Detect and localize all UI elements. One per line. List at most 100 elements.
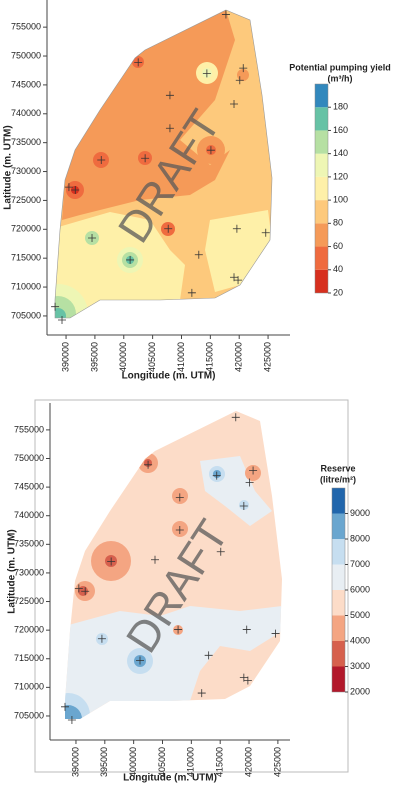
panel-frame	[34, 399, 349, 773]
x-tick-label: 395000	[99, 747, 109, 777]
well-marker	[71, 186, 80, 195]
colorbar-tick-label: 160	[333, 125, 348, 135]
colorbar-tick-label: 60	[333, 241, 343, 251]
well-marker	[242, 625, 251, 634]
legend-title: Potential pumping yield	[289, 62, 391, 72]
colorbar-tick-label: 3000	[350, 661, 370, 671]
well-marker	[151, 555, 159, 564]
colorbar-tick-label: 100	[333, 194, 348, 204]
well-marker	[67, 715, 76, 724]
well-marker	[187, 288, 196, 297]
y-tick-label: 745000	[14, 481, 44, 491]
well-marker	[206, 146, 215, 155]
colorbar-tick-label: 80	[333, 218, 343, 228]
well-marker	[126, 255, 135, 264]
y-tick-label: 720000	[11, 224, 41, 234]
colorbar-segment	[332, 539, 345, 565]
colorbar-segment	[315, 84, 328, 108]
well-marker	[165, 124, 174, 133]
well-marker	[51, 302, 60, 311]
colorbar-segment	[332, 488, 345, 514]
colorbar-tick-label: 180	[333, 102, 348, 112]
well-marker	[230, 99, 239, 108]
well-marker	[204, 651, 213, 660]
y-tick-label: 740000	[14, 510, 44, 520]
x-tick-label: 400000	[128, 747, 138, 777]
y-tick-label: 725000	[14, 596, 44, 606]
well-marker	[97, 634, 106, 643]
well-marker	[175, 526, 184, 535]
y-tick-label: 730000	[11, 166, 41, 176]
legend-title: Reserve	[320, 463, 355, 473]
x-tick-label: 425000	[272, 747, 282, 777]
colorbar-tick-label: 20	[333, 287, 343, 297]
well-marker	[239, 64, 248, 73]
well-marker	[74, 584, 83, 593]
well-marker	[231, 413, 240, 422]
well-marker	[144, 460, 153, 469]
colorbar-tick-label: 4000	[350, 635, 370, 645]
colorbar-segment	[332, 615, 345, 641]
x-tick-label: 395000	[89, 342, 99, 372]
well-marker	[194, 250, 203, 259]
well-marker	[136, 656, 144, 665]
x-tick-label: 405000	[157, 747, 167, 777]
colorbar-tick-label: 120	[333, 171, 348, 181]
x-axis-label: Longitude (m. UTM)	[122, 371, 216, 382]
colorbar-segment	[315, 269, 328, 293]
y-tick-label: 710000	[11, 281, 41, 291]
well-marker	[239, 673, 248, 682]
x-tick-label: 390000	[70, 747, 80, 777]
well-marker	[239, 501, 248, 510]
legend-title: (litre/m²)	[320, 474, 356, 484]
well-marker	[61, 702, 69, 711]
y-tick-label: 755000	[11, 22, 41, 32]
y-tick-label: 750000	[11, 50, 41, 60]
x-tick-label: 415000	[215, 747, 225, 777]
x-tick-label: 410000	[176, 342, 186, 372]
colorbar-segment	[332, 564, 345, 590]
well-marker	[175, 493, 184, 502]
x-tick-label: 425000	[262, 342, 272, 372]
colorbar-segment	[332, 666, 345, 692]
well-marker	[58, 315, 67, 324]
well-marker	[235, 76, 244, 85]
y-tick-label: 715000	[11, 253, 41, 263]
well-marker	[174, 625, 183, 634]
y-tick-label: 715000	[14, 653, 44, 663]
well-marker	[81, 587, 90, 596]
x-tick-label: 405000	[147, 342, 157, 372]
y-tick-label: 705000	[14, 710, 44, 720]
colorbar-segment	[332, 641, 345, 667]
colorbar-segment	[315, 223, 328, 247]
well-marker	[164, 224, 173, 233]
well-marker	[221, 10, 230, 19]
y-axis-label: Latitude (m. UTM)	[3, 125, 14, 209]
x-tick-label: 410000	[186, 747, 196, 777]
y-tick-label: 730000	[14, 567, 44, 577]
y-tick-label: 735000	[11, 137, 41, 147]
well-marker	[88, 233, 97, 242]
colorbar-segment	[332, 513, 345, 539]
surface	[55, 10, 272, 318]
y-tick-label: 725000	[11, 195, 41, 205]
well-marker	[165, 91, 174, 100]
x-tick-label: 420000	[234, 342, 244, 372]
colorbar-tick-label: 6000	[350, 584, 370, 594]
well-marker	[134, 58, 143, 67]
y-tick-label: 740000	[11, 108, 41, 118]
colorbar-segment	[315, 107, 328, 131]
well-marker	[216, 547, 225, 556]
colorbar-segment	[315, 246, 328, 270]
well-marker	[232, 224, 241, 233]
y-tick-label: 720000	[14, 625, 44, 635]
well-marker	[64, 183, 73, 192]
y-tick-label: 735000	[14, 539, 44, 549]
colorbar-tick-label: 2000	[350, 686, 370, 696]
y-tick-label: 750000	[14, 453, 44, 463]
colorbar-segment	[315, 153, 328, 177]
colorbar-segment	[332, 590, 345, 616]
well-marker	[107, 557, 116, 566]
